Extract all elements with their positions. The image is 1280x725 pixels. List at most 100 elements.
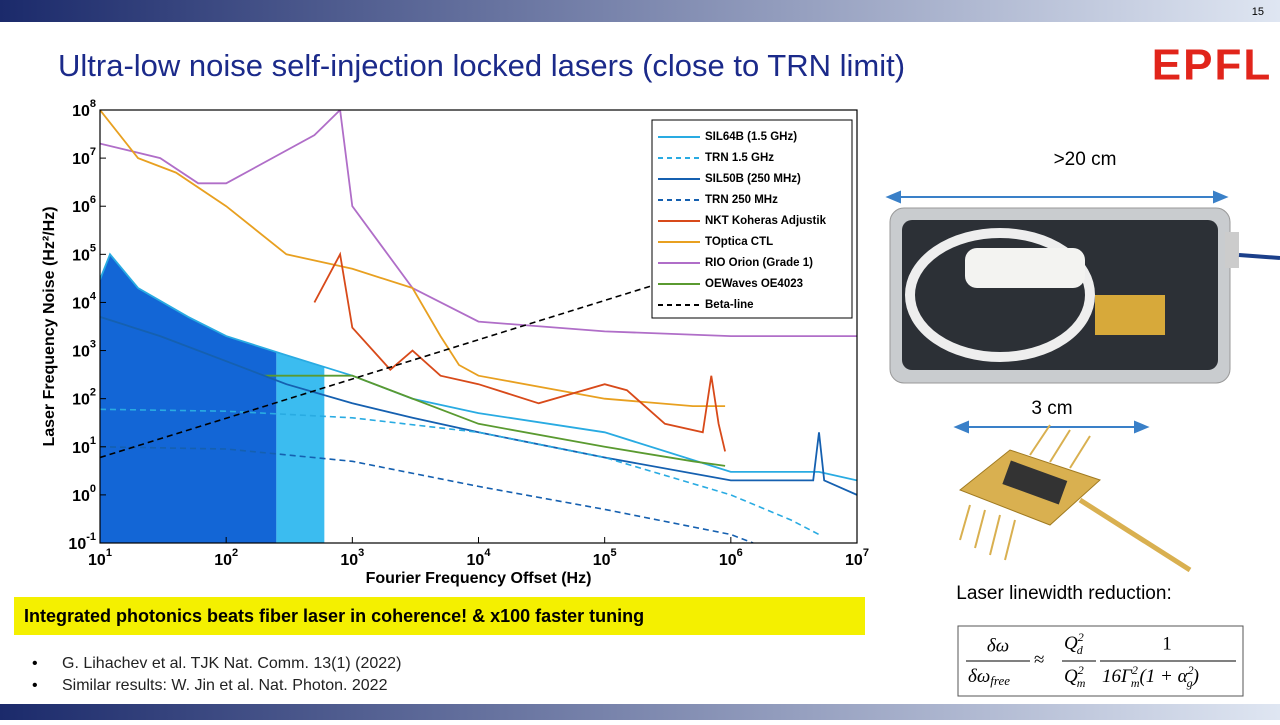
formula-part: 2 bbox=[1188, 663, 1194, 677]
tick-label: 101 bbox=[88, 547, 112, 569]
size-arrow bbox=[885, 190, 1229, 434]
tick-label-base: 10 bbox=[845, 552, 863, 569]
tick-label-exp: 4 bbox=[90, 290, 97, 302]
formula-part: free bbox=[990, 673, 1010, 688]
legend-label: OEWaves OE4023 bbox=[705, 278, 803, 290]
banner-bg bbox=[14, 597, 865, 635]
formula-part: 16Γ bbox=[1102, 666, 1133, 687]
tick-label-exp: 2 bbox=[90, 387, 96, 399]
page-number: 15 bbox=[1252, 6, 1264, 18]
tick-label-exp: 3 bbox=[90, 338, 96, 350]
formula-part: ≈ bbox=[1034, 649, 1044, 670]
legend-label: Beta-line bbox=[705, 299, 754, 311]
tick-label-base: 10 bbox=[68, 536, 86, 553]
tick-label-exp: 2 bbox=[232, 547, 238, 559]
tick-label-base: 10 bbox=[72, 296, 90, 313]
tick-label: 104 bbox=[72, 290, 97, 312]
tick-label-base: 10 bbox=[214, 552, 232, 569]
tick-label: 105 bbox=[593, 547, 617, 569]
tick-label-exp: 3 bbox=[358, 547, 364, 559]
series-line bbox=[100, 110, 857, 337]
legend-label: TOptica CTL bbox=[705, 236, 773, 248]
formula-part: 2 bbox=[1078, 663, 1084, 677]
tick-label: 107 bbox=[72, 146, 96, 168]
tick-label: 10-1 bbox=[68, 531, 96, 553]
series-line bbox=[100, 316, 857, 496]
shaded-region bbox=[276, 352, 325, 543]
slide-title: Ultra-low noise self-injection locked la… bbox=[58, 48, 905, 83]
formula-part: δω bbox=[987, 635, 1009, 656]
series-line bbox=[100, 264, 719, 459]
tick-label-base: 10 bbox=[467, 552, 485, 569]
tick-label-base: 10 bbox=[88, 552, 106, 569]
tick-label: 102 bbox=[214, 547, 238, 569]
tick-label-base: 10 bbox=[72, 248, 90, 265]
tick-label-base: 10 bbox=[72, 440, 90, 457]
tick-label-exp: 5 bbox=[611, 547, 617, 559]
tick-label: 105 bbox=[72, 242, 96, 264]
formula-part: 16Γ2 m(1 + α2 g) bbox=[1102, 663, 1199, 690]
formula-part: g bbox=[1187, 676, 1193, 690]
tick-label: 107 bbox=[845, 547, 869, 569]
tick-label-exp: 8 bbox=[90, 98, 96, 110]
formula-part: d bbox=[1077, 643, 1084, 657]
tick-label-exp: 4 bbox=[484, 547, 491, 559]
tick-label-exp: 7 bbox=[863, 547, 869, 559]
tick-label: 100 bbox=[72, 483, 96, 505]
formula-part: Q bbox=[1064, 666, 1078, 687]
bullet: • bbox=[32, 655, 38, 672]
tick-label-base: 10 bbox=[72, 103, 90, 120]
tick-label-base: 10 bbox=[72, 199, 90, 216]
tick-label: 103 bbox=[72, 338, 96, 360]
chart: 101 102 103 104 105 106 10710-1100101102103104… bbox=[41, 98, 869, 587]
bullet: • bbox=[32, 677, 38, 694]
size-label: 3 cm bbox=[1031, 398, 1072, 419]
series-line bbox=[264, 374, 726, 467]
formula-part: ) bbox=[1192, 666, 1199, 687]
plot-content bbox=[100, 110, 857, 543]
formula-part: Q2 d bbox=[1064, 630, 1084, 657]
reference: G. Lihachev et al. TJK Nat. Comm. 13(1) … bbox=[62, 655, 401, 672]
reference: Similar results: W. Jin et al. Nat. Phot… bbox=[62, 677, 388, 694]
tick-label: 103 bbox=[340, 547, 364, 569]
size-label: >20 cm bbox=[1054, 149, 1117, 170]
tick-label-base: 10 bbox=[340, 552, 358, 569]
tick-label-exp: 1 bbox=[90, 435, 96, 447]
tick-label-base: 10 bbox=[72, 151, 90, 168]
tick-label-exp: 7 bbox=[90, 146, 96, 158]
chip-photo bbox=[959, 424, 1192, 573]
series-line bbox=[100, 408, 820, 536]
bottom-bar bbox=[0, 704, 1280, 720]
tick-label-base: 10 bbox=[719, 552, 737, 569]
series-line bbox=[313, 251, 726, 452]
formula-part: 1 bbox=[1162, 633, 1172, 654]
formula-part: δω bbox=[968, 666, 990, 687]
legend-label: NKT Koheras Adjustik bbox=[705, 215, 827, 227]
tick-label-base: 10 bbox=[72, 344, 90, 361]
legend-label: TRN 1.5 GHz bbox=[705, 152, 774, 164]
tick-label-exp: 5 bbox=[90, 242, 96, 254]
series-line bbox=[100, 110, 726, 407]
formula-part: m bbox=[1077, 676, 1086, 690]
tick-label: 108 bbox=[72, 98, 96, 120]
formula-part: m bbox=[1131, 676, 1140, 690]
top-bar bbox=[0, 0, 1280, 22]
module-photo bbox=[889, 207, 1280, 384]
tick-label-base: 10 bbox=[593, 552, 611, 569]
tick-label: 106 bbox=[719, 547, 743, 569]
legend-label: TRN 250 MHz bbox=[705, 194, 778, 206]
legend-label: SIL64B (1.5 GHz) bbox=[705, 131, 797, 143]
tick-label: 104 bbox=[467, 547, 492, 569]
tick-label-exp: 1 bbox=[106, 547, 112, 559]
formula-part: Q2 m bbox=[1064, 663, 1086, 690]
formula-part: Q bbox=[1064, 633, 1078, 654]
formula-part: δωfree bbox=[968, 666, 1010, 688]
banner: Integrated photonics beats fiber laser i… bbox=[24, 606, 644, 626]
tick-label-base: 10 bbox=[72, 392, 90, 409]
formula: δω δωfree ≈ Q2 d Q2 m 1 16Γ2 m(1 + α2 g) bbox=[966, 630, 1236, 690]
logo: EPFL bbox=[1152, 41, 1272, 90]
tick-label-exp: 0 bbox=[90, 483, 96, 495]
tick-label-exp: -1 bbox=[86, 531, 96, 543]
tick-label-exp: 6 bbox=[90, 194, 96, 206]
